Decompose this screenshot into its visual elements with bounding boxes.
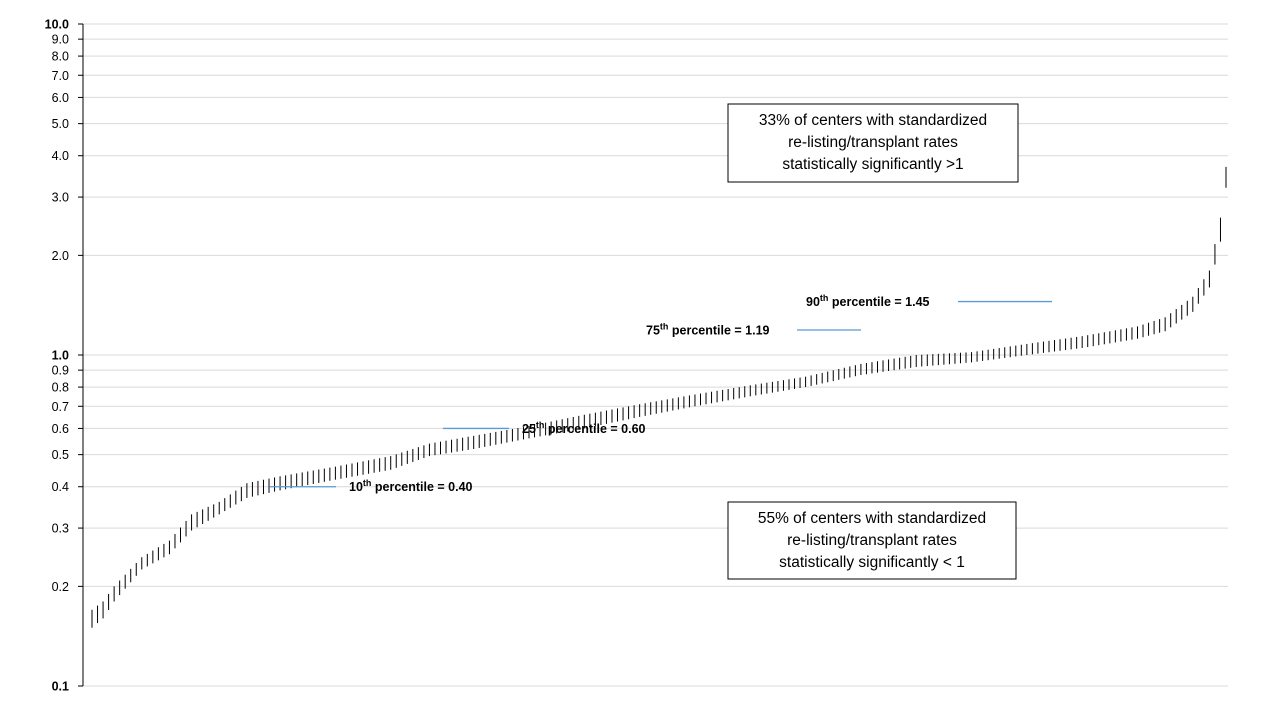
summary-box [727,103,1019,183]
percentile-label: 10th percentile = 0.40 [349,478,473,494]
y-tick-label: 2.0 [52,249,69,263]
y-tick-label: 10.0 [45,18,69,32]
y-tick-label: 4.0 [52,149,69,163]
summary-box [727,501,1017,580]
y-tick-label: 0.8 [52,381,69,395]
y-tick-label: 0.1 [52,680,69,694]
y-tick-label: 0.9 [52,364,69,378]
y-tick-label: 0.4 [52,480,69,494]
y-axis: 0.1 0.2 0.3 0.4 0.5 0.6 0.7 0.8 0.91.0 2.0 3.0 4.0 5… [45,18,84,694]
summary-box-line: statistically significantly >1 [782,156,963,173]
interval-bars [91,166,1227,628]
percentile-value-text: percentile = 1.19 [668,323,769,337]
summary-box-line: re-listing/transplant rates [787,532,957,549]
gridlines [83,23,1228,687]
percentile-value-text: percentile = 0.40 [371,480,472,494]
summary-text-boxes: 33% of centers with standardized re-listi… [727,103,1019,580]
percentile-label: 90th percentile = 1.45 [806,293,930,309]
percentile-ordinal-suffix: th [660,321,669,331]
y-tick-label: 1.0 [52,349,69,363]
y-tick-label: 8.0 [52,50,69,64]
y-tick-label: 7.0 [52,69,69,83]
summary-box-line: re-listing/transplant rates [788,134,958,151]
summary-box-line: 55% of centers with standardized [758,510,986,527]
percentile-number: 25 [522,422,536,436]
percentile-label: 75th percentile = 1.19 [646,321,770,337]
percentile-ordinal-suffix: th [363,478,372,488]
percentile-number: 90 [806,295,820,309]
y-tick-label: 0.5 [52,448,69,462]
summary-box-line: 33% of centers with standardized [759,112,987,129]
y-tick-label: 0.7 [52,400,69,414]
y-tick-label: 6.0 [52,91,69,105]
y-tick-label: 0.6 [52,422,69,436]
y-tick-label: 3.0 [52,191,69,205]
summary-box-line: statistically significantly < 1 [779,554,965,571]
y-tick-label: 0.3 [52,522,69,536]
y-tick-label: 0.2 [52,580,69,594]
percentile-value-text: percentile = 1.45 [828,295,929,309]
percentile-ordinal-suffix: th [536,420,545,430]
y-tick-label: 9.0 [52,33,69,47]
percentile-label: 25th percentile = 0.60 [522,420,646,436]
percentile-number: 75 [646,323,660,337]
y-tick-label: 5.0 [52,117,69,131]
percentile-ordinal-suffix: th [820,293,829,303]
percentile-number: 10 [349,480,363,494]
percentile-value-text: percentile = 0.60 [544,422,645,436]
